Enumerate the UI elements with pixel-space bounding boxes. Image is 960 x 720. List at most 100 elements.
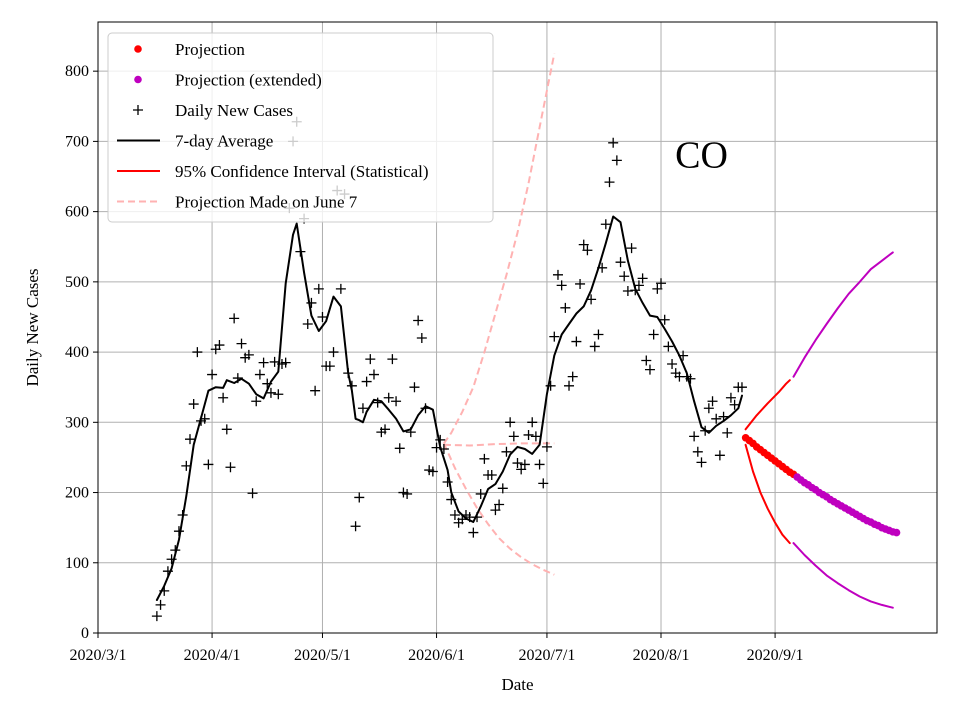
data-point-daily-new-cases	[159, 585, 170, 596]
data-point-daily-new-cases	[600, 219, 611, 230]
data-point-daily-new-cases	[155, 599, 166, 610]
data-point-daily-new-cases	[508, 431, 519, 442]
data-point-daily-new-cases	[313, 283, 324, 294]
data-point-daily-new-cases	[475, 488, 486, 499]
data-point-daily-new-cases	[166, 554, 177, 565]
95-confidence-interval-statistical-line	[744, 443, 791, 545]
data-point-daily-new-cases	[225, 462, 236, 473]
x-tick-label: 2020/4/1	[184, 647, 241, 664]
data-point-daily-new-cases	[409, 382, 420, 393]
data-point-daily-new-cases	[644, 364, 655, 375]
data-point-daily-new-cases	[207, 369, 218, 380]
data-point-daily-new-cases	[626, 243, 637, 254]
data-point-daily-new-cases	[648, 329, 659, 340]
legend-item: 7-day Average	[117, 132, 273, 151]
series-daily-new-cases	[151, 116, 747, 622]
data-point-daily-new-cases	[435, 434, 446, 445]
data-point-daily-new-cases	[637, 273, 648, 284]
data-point-daily-new-cases	[663, 341, 674, 352]
legend-label: Projection Made on June 7	[175, 193, 358, 212]
data-point-daily-new-cases	[420, 403, 431, 414]
legend-key-projection-extended	[134, 75, 142, 84]
data-point-daily-new-cases	[151, 611, 162, 622]
7-day-average-line	[155, 215, 743, 601]
data-point-daily-new-cases	[689, 431, 700, 442]
data-point-daily-new-cases	[335, 283, 346, 294]
ticks: 2020/3/1 2020/4/1 2020/5/1 2020/6/1 2020/7/1…	[65, 63, 804, 664]
data-point-daily-new-cases	[659, 314, 670, 325]
data-point-daily-new-cases	[549, 331, 560, 342]
legend: Projection Projection (extended) Daily New…	[107, 32, 494, 223]
y-tick-label: 500	[65, 274, 89, 291]
legend-item: Projection Made on June 7	[117, 193, 358, 212]
series-projection-extended	[792, 542, 894, 609]
series-projection	[741, 433, 798, 479]
legend-item: Projection	[134, 40, 245, 59]
data-point-daily-new-cases	[181, 460, 192, 471]
y-tick-label: 0	[81, 625, 89, 642]
data-point-daily-new-cases	[280, 357, 291, 368]
data-point-daily-new-cases	[317, 311, 328, 322]
data-point-daily-new-cases	[269, 356, 280, 367]
data-point-daily-new-cases	[251, 396, 262, 407]
x-tick-label: 2020/7/1	[518, 647, 575, 664]
data-point-daily-new-cases	[604, 177, 615, 188]
data-point-daily-new-cases	[527, 417, 538, 428]
legend-label: 7-day Average	[175, 132, 273, 151]
data-point-daily-new-cases	[173, 526, 184, 537]
data-point-daily-new-cases	[306, 297, 317, 308]
series-projection-extended	[793, 473, 901, 537]
legend-key-projection	[134, 45, 142, 53]
data-point-daily-new-cases	[188, 399, 199, 410]
data-point-daily-new-cases	[656, 278, 667, 289]
data-point-daily-new-cases	[560, 302, 571, 313]
data-point-daily-new-cases	[541, 441, 552, 452]
data-point-daily-new-cases	[446, 494, 457, 505]
data-point-daily-new-cases	[703, 403, 714, 414]
data-point-daily-new-cases	[262, 378, 273, 389]
data-point-daily-new-cases	[214, 340, 225, 351]
data-point-daily-new-cases	[479, 453, 490, 464]
data-point-daily-new-cases	[472, 512, 483, 523]
legend-label: Daily New Cases	[175, 101, 293, 120]
state-annotation: CO	[675, 134, 728, 176]
data-point-daily-new-cases	[722, 427, 733, 438]
legend-item: Daily New Cases	[133, 101, 293, 120]
data-point-daily-new-cases	[442, 477, 453, 488]
projection-extended-line	[792, 251, 894, 378]
data-point-daily-new-cases	[265, 387, 276, 398]
legend-box	[107, 32, 494, 223]
data-point-daily-new-cases	[571, 336, 582, 347]
data-point-daily-new-cases	[357, 403, 368, 414]
data-point-daily-new-cases	[218, 392, 229, 403]
data-point-daily-new-cases	[685, 373, 696, 384]
data-point-daily-new-cases	[692, 446, 703, 457]
data-point-daily-new-cases	[641, 355, 652, 366]
data-point-daily-new-cases	[247, 488, 258, 499]
data-point-daily-new-cases	[545, 380, 556, 391]
data-point-daily-new-cases	[380, 424, 391, 435]
data-point-daily-new-cases	[387, 354, 398, 365]
data-point-daily-new-cases	[622, 285, 633, 296]
y-tick-label: 700	[65, 133, 89, 150]
data-point-daily-new-cases	[593, 329, 604, 340]
data-point-daily-new-cases	[177, 510, 188, 521]
data-point-daily-new-cases	[611, 155, 622, 166]
data-point-daily-new-cases	[328, 347, 339, 358]
data-point-daily-new-cases	[243, 349, 254, 360]
series-projection-made-on-june-7	[443, 53, 556, 444]
x-axis-label: Date	[501, 675, 533, 694]
data-point-daily-new-cases	[203, 459, 214, 470]
series-95-confidence-interval-statistical	[744, 379, 791, 431]
data-point-daily-new-cases	[619, 271, 630, 282]
data-point-daily-new-cases	[232, 373, 243, 384]
x-tick-label: 2020/8/1	[633, 647, 690, 664]
data-point-daily-new-cases	[346, 380, 357, 391]
data-point-daily-new-cases	[273, 389, 284, 400]
data-point-daily-new-cases	[552, 269, 563, 280]
data-point-daily-new-cases	[512, 458, 523, 469]
data-point-daily-new-cases	[523, 429, 534, 440]
data-point-daily-new-cases	[582, 245, 593, 256]
data-point-daily-new-cases	[310, 385, 321, 396]
